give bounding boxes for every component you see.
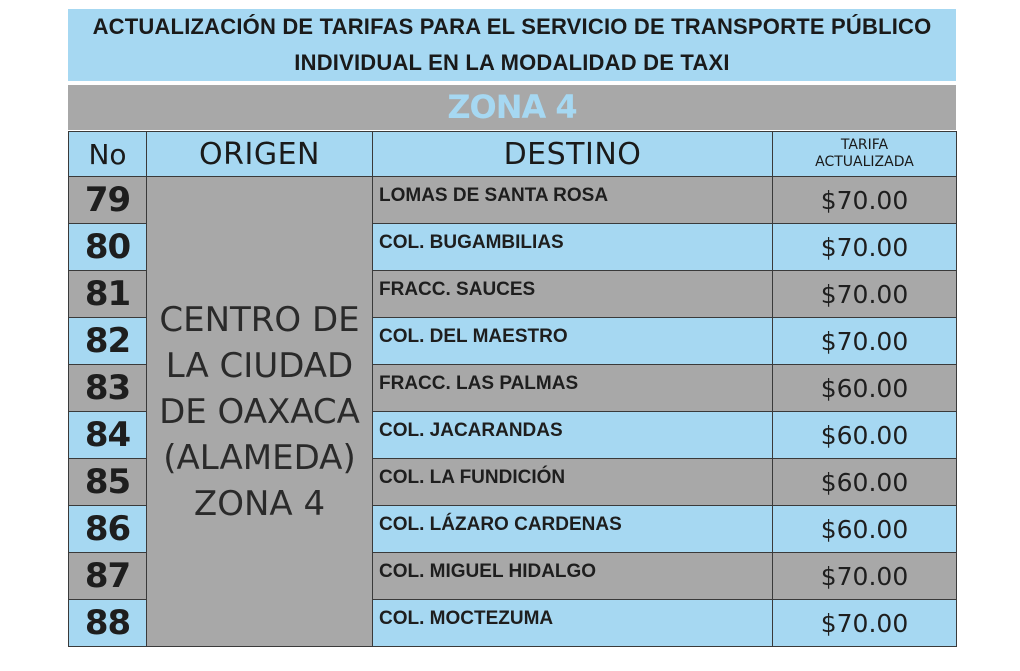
fare-cell: $70.00 (772, 599, 957, 647)
route-number: 87 (68, 552, 147, 600)
route-number: 83 (68, 364, 147, 412)
fare-cell: $70.00 (772, 176, 957, 224)
origin-line: DE OAXACA (159, 391, 360, 432)
table-header-row: No ORIGEN DESTINO TARIFA ACTUALIZADA (68, 131, 957, 177)
destination-cell: COL. BUGAMBILIAS (372, 223, 773, 271)
destination-cell: LOMAS DE SANTA ROSA (372, 176, 773, 224)
header-destino: DESTINO (372, 131, 773, 177)
zone-heading: ZONA 4 (68, 85, 956, 130)
fare-cell: $60.00 (772, 411, 957, 459)
table-row: 82 COL. DEL MAESTRO $70.00 (68, 317, 957, 365)
route-number: 82 (68, 317, 147, 365)
table-row: 81 FRACC. SAUCES $70.00 (68, 270, 957, 318)
table-row: 86 COL. LÁZARO CARDENAS $60.00 (68, 505, 957, 553)
destination-cell: FRACC. LAS PALMAS (372, 364, 773, 412)
route-number: 80 (68, 223, 147, 271)
origin-line: CENTRO DE (159, 299, 360, 340)
destination-cell: COL. LA FUNDICIÓN (372, 458, 773, 506)
table-row: 85 COL. LA FUNDICIÓN $60.00 (68, 458, 957, 506)
origin-line: (ALAMEDA) (163, 437, 356, 478)
table-row: 79 CENTRO DE LA CIUDAD DE OAXACA (ALAMEDA) ZO… (68, 176, 957, 647)
table-row: 80 COL. BUGAMBILIAS $70.00 (68, 223, 957, 271)
route-number: 85 (68, 458, 147, 506)
fares-table: No ORIGEN DESTINO TARIFA ACTUALIZADA 79 C… (68, 131, 957, 647)
table-row: 88 COL. MOCTEZUMA $70.00 (68, 599, 957, 647)
destination-cell: COL. DEL MAESTRO (372, 317, 773, 365)
header-origen: ORIGEN (146, 131, 373, 177)
fare-cell: $60.00 (772, 364, 957, 412)
fare-cell: $70.00 (772, 223, 957, 271)
destination-cell: COL. JACARANDAS (372, 411, 773, 459)
destination-cell: COL. MOCTEZUMA (372, 599, 773, 647)
route-number: 86 (68, 505, 147, 553)
route-number: 84 (68, 411, 147, 459)
header-tarifa-line-1: TARIFA (840, 137, 889, 153)
fare-rows: 79 CENTRO DE LA CIUDAD DE OAXACA (ALAMEDA) ZO… (68, 176, 957, 647)
table-row: 87 COL. MIGUEL HIDALGO $70.00 (68, 552, 957, 600)
fare-cell: $70.00 (772, 552, 957, 600)
origin-line: LA CIUDAD (165, 345, 354, 386)
route-number: 81 (68, 270, 147, 318)
document-title: ACTUALIZACIÓN DE TARIFAS PARA EL SERVICI… (68, 9, 956, 81)
origin-cell: CENTRO DE LA CIUDAD DE OAXACA (ALAMEDA) ZONA… (146, 176, 373, 647)
table-row: 84 COL. JACARANDAS $60.00 (68, 411, 957, 459)
fare-cell: $70.00 (772, 317, 957, 365)
fare-cell: $60.00 (772, 458, 957, 506)
destination-cell: COL. LÁZARO CARDENAS (372, 505, 773, 553)
header-tarifa-line-2: ACTUALIZADA (815, 154, 914, 170)
origin-line: ZONA 4 (193, 483, 326, 524)
route-number: 79 (68, 176, 147, 224)
destination-cell: COL. MIGUEL HIDALGO (372, 552, 773, 600)
header-tarifa: TARIFA ACTUALIZADA (772, 131, 957, 177)
route-number: 88 (68, 599, 147, 647)
fare-cell: $70.00 (772, 270, 957, 318)
header-no: No (68, 131, 147, 177)
destination-cell: FRACC. SAUCES (372, 270, 773, 318)
fare-cell: $60.00 (772, 505, 957, 553)
title-line-2: INDIVIDUAL EN LA MODALIDAD DE TAXI (294, 50, 730, 75)
title-line-1: ACTUALIZACIÓN DE TARIFAS PARA EL SERVICI… (92, 14, 932, 39)
